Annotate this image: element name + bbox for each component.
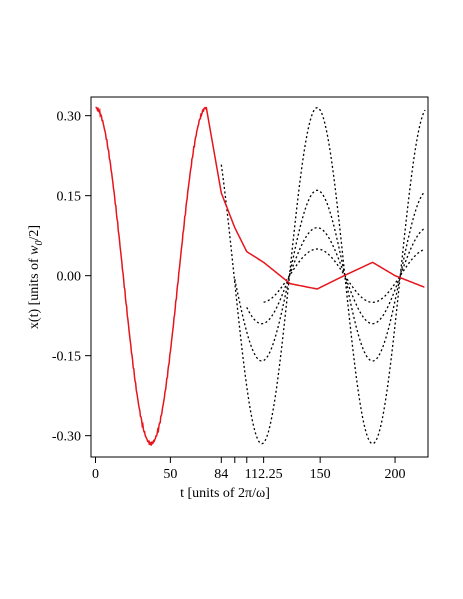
x-tick-label: 150 bbox=[310, 467, 331, 482]
main-series-line bbox=[95, 106, 425, 446]
y-axis-title-subscript: 0 bbox=[34, 240, 45, 245]
y-tick-label: 0.30 bbox=[57, 110, 82, 125]
y-tick-label: -0.30 bbox=[52, 430, 81, 445]
x-tick-label: 200 bbox=[385, 467, 406, 482]
x-tick-label: 50 bbox=[163, 467, 177, 482]
x-axis-ticks: 0 50 84 112.25 150 200 bbox=[92, 457, 406, 482]
y-tick-label: -0.15 bbox=[52, 350, 81, 365]
series-layer bbox=[95, 106, 426, 446]
y-axis-title: x(t) [units of w0/2] bbox=[27, 225, 45, 329]
x-axis-title: t [units of 2π/ω] bbox=[180, 486, 270, 501]
x-tick-label: 0 bbox=[92, 467, 99, 482]
dotted-series-2 bbox=[246, 227, 426, 325]
y-axis-title-variable: w bbox=[27, 245, 42, 255]
y-tick-label: 0.00 bbox=[57, 270, 82, 285]
y-tick-label: 0.15 bbox=[57, 190, 82, 205]
y-axis-ticks: 0.30 0.15 0.00 -0.15 -0.30 bbox=[52, 110, 91, 445]
y-axis-title-prefix: x(t) [units of bbox=[27, 255, 42, 329]
plot-frame bbox=[90, 96, 429, 458]
y-axis-title-suffix: /2] bbox=[27, 225, 42, 241]
x-tick-label: 84 bbox=[214, 467, 228, 482]
x-tick-label: 112.25 bbox=[245, 467, 283, 482]
dotted-series-0 bbox=[220, 107, 426, 445]
